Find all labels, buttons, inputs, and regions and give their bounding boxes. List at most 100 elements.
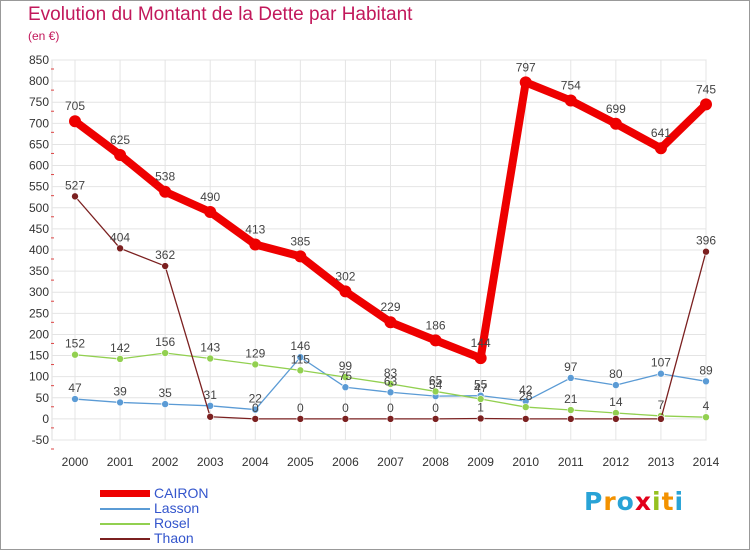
data-point-thaon	[116, 244, 124, 253]
data-point-cairon	[609, 117, 622, 130]
logo-letter: o	[616, 487, 635, 516]
data-label-rosel: 99	[339, 359, 353, 373]
data-point-thaon	[71, 192, 79, 201]
x-tick-label: 2000	[62, 455, 89, 469]
data-label-thaon: 396	[696, 234, 716, 248]
data-label-rosel: 14	[609, 395, 623, 409]
data-point-thaon	[161, 262, 169, 270]
y-tick-label: 600	[29, 159, 49, 173]
y-tick-label: 850	[29, 53, 49, 67]
data-point-thaon	[566, 415, 575, 423]
data-label-lasson: 63	[384, 374, 398, 388]
legend-swatch	[100, 508, 150, 510]
y-tick-label: 650	[29, 137, 49, 151]
data-point-rosel	[566, 406, 575, 414]
data-point-cairon	[204, 206, 217, 218]
data-label-lasson: 47	[68, 381, 82, 395]
data-label-thaon: 0	[252, 401, 259, 415]
data-label-rosel: 142	[110, 341, 130, 355]
y-tick-label: 450	[29, 222, 49, 236]
data-point-cairon	[339, 285, 352, 298]
series-group	[69, 76, 712, 423]
y-tick-label: -50	[32, 433, 50, 447]
data-point-rosel	[386, 380, 395, 388]
data-label-thaon: 0	[297, 401, 304, 415]
legend-item-cairon: CAIRON	[100, 485, 300, 501]
data-point-lasson	[116, 398, 124, 407]
data-point-rosel	[116, 355, 124, 363]
data-label-lasson: 146	[290, 339, 310, 353]
data-label-thaon: 404	[110, 230, 130, 244]
data-point-rosel	[296, 366, 305, 375]
data-point-lasson	[161, 400, 169, 408]
legend-item-rosel: Rosel	[100, 515, 300, 531]
data-point-lasson	[251, 405, 260, 414]
x-tick-label: 2010	[512, 455, 539, 469]
data-label-rosel: 152	[65, 337, 85, 351]
data-point-rosel	[341, 373, 350, 381]
logo-letter: r	[603, 487, 617, 516]
data-point-lasson	[612, 381, 620, 389]
legend-label: Lasson	[154, 500, 200, 516]
data-point-lasson	[296, 353, 305, 362]
y-tick-label: 700	[29, 116, 49, 130]
data-label-thaon: 0	[432, 401, 439, 415]
y-tick-label: 200	[29, 327, 49, 341]
legend-swatch	[100, 490, 150, 497]
line-chart: -500501001502002503003504004505005506006…	[29, 53, 720, 469]
x-tick-label: 2005	[287, 455, 314, 469]
legend-swatch	[100, 523, 150, 525]
data-label-lasson: 97	[564, 360, 578, 374]
x-tick-label: 2007	[377, 455, 404, 469]
x-tick-label: 2008	[422, 455, 449, 469]
data-point-cairon	[474, 352, 487, 365]
data-label-cairon: 144	[471, 336, 491, 350]
legend-item-thaon: Thaon	[100, 530, 300, 546]
y-tick-label: 350	[29, 264, 49, 278]
data-point-thaon	[657, 415, 665, 423]
legend-swatch	[100, 538, 150, 540]
data-point-rosel	[71, 350, 79, 359]
y-tick-label: 50	[36, 391, 50, 405]
legend-label: Thaon	[154, 530, 194, 546]
data-point-lasson	[566, 374, 575, 382]
data-label-thaon: 0	[387, 401, 394, 415]
x-tick-label: 2002	[152, 455, 179, 469]
data-label-rosel: 47	[474, 381, 488, 395]
data-point-thaon	[476, 414, 485, 423]
x-tick-label: 2014	[693, 455, 720, 469]
data-point-cairon	[654, 142, 667, 155]
data-point-cairon	[294, 250, 307, 263]
data-point-cairon	[519, 76, 532, 89]
x-axis-ticks: 2000 2001 2002 2003 2004 2005 2006 2007 2008 2009…	[62, 455, 720, 469]
data-point-rosel	[702, 413, 710, 422]
data-point-cairon	[159, 185, 172, 198]
data-label-lasson: 75	[339, 369, 353, 383]
y-tick-label: 750	[29, 95, 49, 109]
data-label-lasson: 35	[158, 386, 172, 400]
y-tick-label: 400	[29, 243, 49, 257]
data-label-lasson: 89	[699, 363, 713, 377]
data-label-thaon: 527	[65, 178, 85, 192]
data-label-thaon: 362	[155, 248, 175, 262]
x-tick-label: 2013	[648, 455, 675, 469]
data-label-rosel: 7	[658, 398, 665, 412]
data-point-thaon	[341, 415, 350, 423]
data-label-lasson: 31	[204, 388, 218, 402]
data-label-lasson: 80	[609, 367, 623, 381]
logo-letter: i	[652, 487, 662, 516]
data-label-lasson: 107	[651, 356, 671, 370]
legend-item-lasson: Lasson	[100, 500, 300, 516]
data-label-rosel: 129	[245, 346, 265, 360]
data-point-lasson	[386, 388, 395, 397]
data-label-cairon: 641	[651, 126, 671, 140]
y-tick-label: 0	[42, 412, 49, 426]
data-label-cairon: 705	[65, 99, 85, 113]
data-label-rosel: 4	[703, 399, 710, 413]
y-tick-label: 300	[29, 285, 49, 299]
data-label-lasson: 22	[249, 392, 263, 406]
data-label-rosel: 21	[564, 392, 578, 406]
x-tick-label: 2011	[558, 455, 584, 469]
data-label-rosel: 143	[200, 341, 220, 355]
